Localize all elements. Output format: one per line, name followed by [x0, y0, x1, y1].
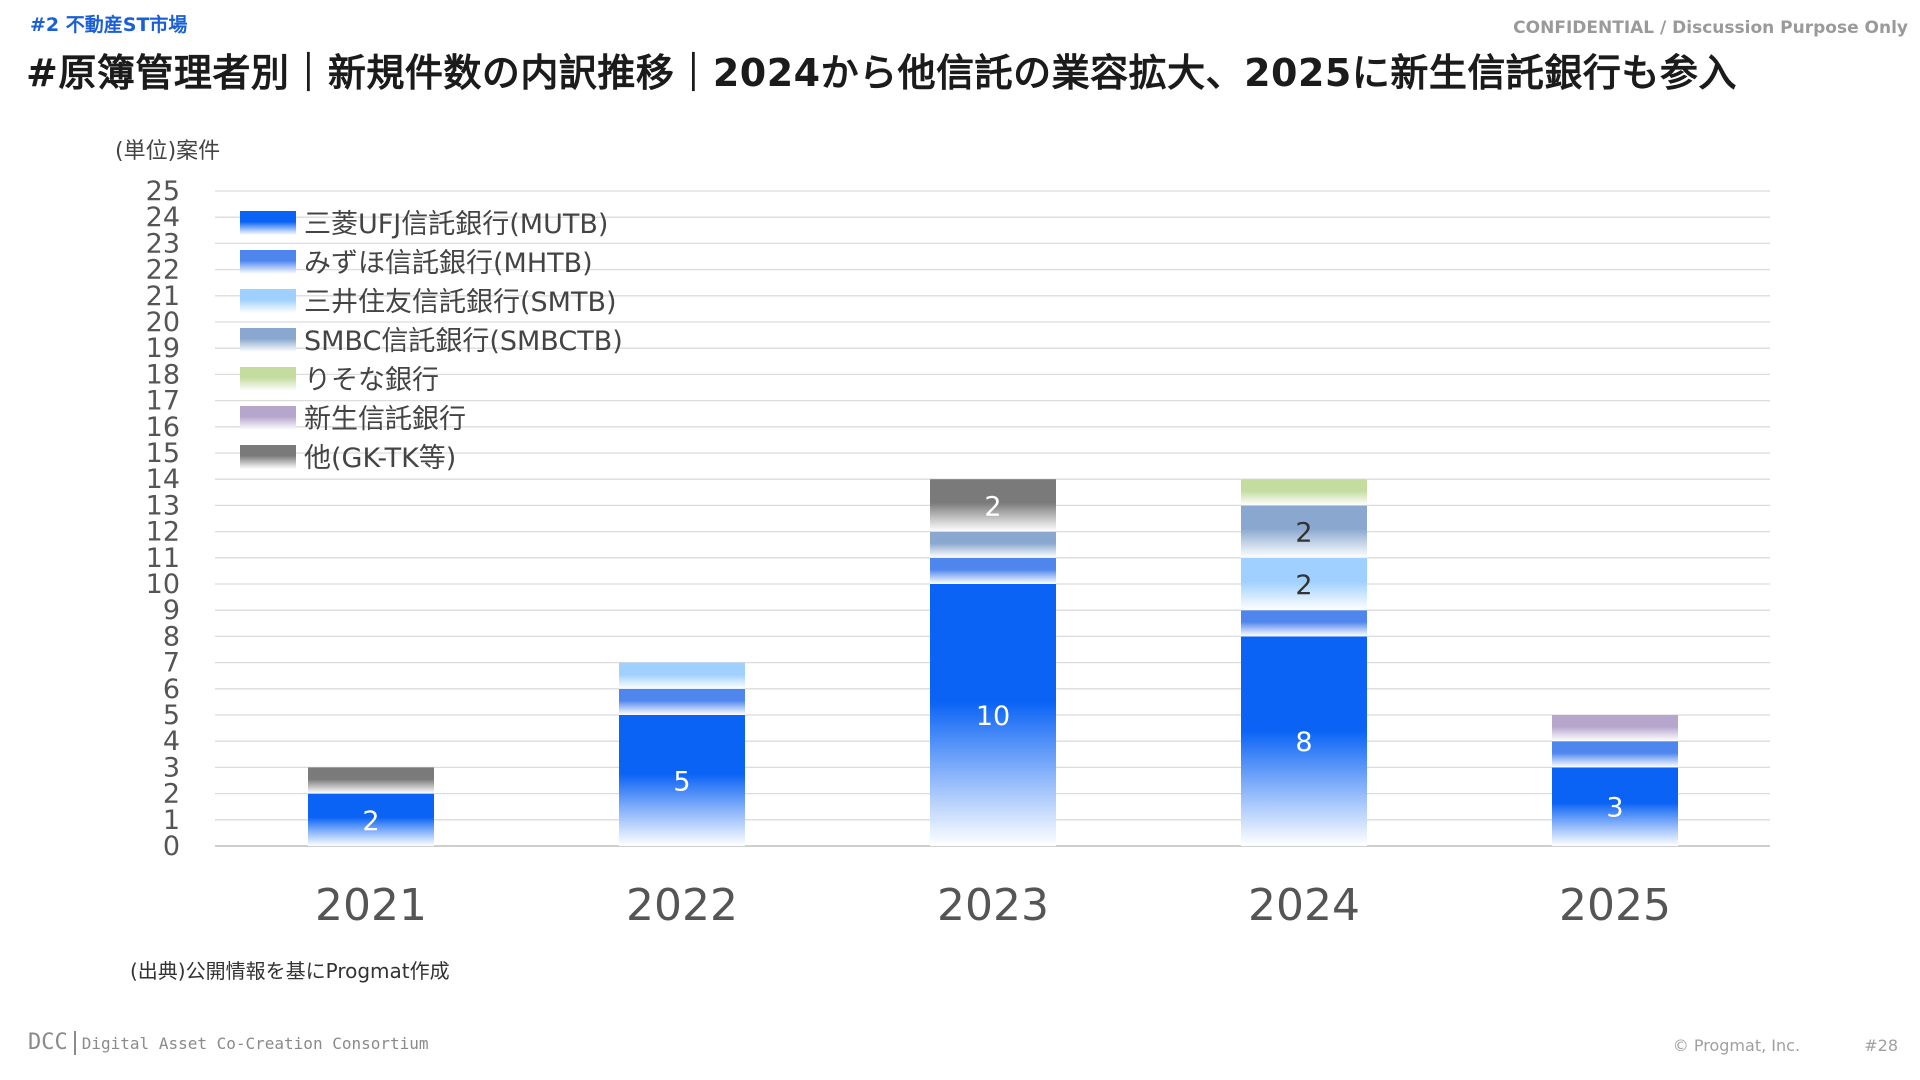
footer-logo-main: DCC: [28, 1030, 68, 1055]
bar-segment: [1241, 557, 1367, 611]
legend-swatch: [240, 406, 296, 430]
y-tick-label: 7: [163, 648, 180, 679]
footer-logo-subtitle: Digital Asset Co-Creation Consortium: [81, 1034, 429, 1053]
bar-segment: [1241, 610, 1367, 637]
y-tick-label: 1: [163, 805, 180, 836]
footer-logo: DCC Digital Asset Co-Creation Consortium: [28, 1030, 429, 1055]
bar-segment: [1552, 767, 1678, 846]
y-tick-label: 6: [163, 674, 180, 705]
data-label: 5: [673, 767, 690, 798]
data-label: 2: [1295, 570, 1312, 601]
legend-label: 三井住友信託銀行(SMTB): [304, 287, 617, 318]
legend-swatch: [240, 211, 296, 235]
legend-label: 他(GK-TK等): [304, 443, 456, 474]
bar-segment: [619, 662, 745, 689]
y-tick-label: 2: [163, 779, 180, 810]
bar-segment: [1241, 636, 1367, 846]
y-tick-label: 21: [146, 281, 180, 312]
bar-segment: [1241, 505, 1367, 558]
y-tick-label: 17: [146, 386, 180, 417]
legend-label: みずほ信託銀行(MHTB): [304, 248, 593, 279]
legend-label: りそな銀行: [304, 365, 439, 396]
confidential-label: CONFIDENTIAL / Discussion Purpose Only: [1513, 18, 1908, 38]
y-tick-label: 13: [146, 490, 180, 521]
x-tick-label: 2025: [1559, 880, 1671, 931]
data-label: 10: [976, 701, 1010, 732]
source-note: (出典)公開情報を基にProgmat作成: [130, 959, 450, 983]
x-tick-label: 2022: [626, 880, 738, 931]
legend-label: 新生信託銀行: [304, 404, 466, 435]
bar-segment: [930, 479, 1056, 532]
y-tick-label: 22: [146, 255, 180, 286]
legend-swatch: [240, 250, 296, 274]
x-tick-label: 2021: [315, 880, 427, 931]
bar-segment: [930, 584, 1056, 846]
y-tick-label: 15: [146, 438, 180, 469]
y-axis-unit-label: (単位)案件: [115, 139, 221, 164]
y-tick-label: 14: [146, 464, 180, 495]
y-tick-label: 24: [146, 202, 180, 233]
bar-segment: [308, 793, 434, 846]
data-label: 3: [1606, 793, 1623, 824]
legend-swatch: [240, 445, 296, 469]
legend-label: SMBC信託銀行(SMBCTB): [304, 326, 623, 357]
legend-swatch: [240, 367, 296, 391]
copyright-notice: © Progmat, Inc.: [1672, 1036, 1800, 1055]
data-label: 8: [1295, 727, 1312, 758]
y-tick-label: 18: [146, 359, 180, 390]
page-title: #原簿管理者別｜新規件数の内訳推移｜2024から他信託の業容拡大、2025に新生…: [26, 51, 1737, 95]
bar-segment: [1241, 479, 1367, 506]
y-tick-label: 5: [163, 700, 180, 731]
footer-logo-divider: [73, 1031, 76, 1055]
bar-segment: [930, 531, 1056, 558]
y-tick-label: 20: [146, 307, 180, 338]
y-tick-label: 11: [146, 543, 180, 574]
section-tag: #2 不動産ST市場: [30, 14, 188, 36]
y-tick-label: 0: [163, 831, 180, 862]
bar-segment: [619, 688, 745, 715]
data-label: 2: [1295, 518, 1312, 549]
bar-segment: [619, 715, 745, 846]
y-tick-label: 12: [146, 517, 180, 548]
legend-label: 三菱UFJ信託銀行(MUTB): [304, 209, 608, 240]
page-number: #28: [1864, 1036, 1898, 1055]
y-tick-label: 16: [146, 412, 180, 443]
bar-segment: [308, 767, 434, 794]
legend-swatch: [240, 328, 296, 352]
legend-swatch: [240, 289, 296, 313]
y-tick-label: 8: [163, 621, 180, 652]
data-label: 2: [362, 806, 379, 837]
y-tick-label: 3: [163, 752, 180, 783]
y-tick-label: 10: [146, 569, 180, 600]
y-tick-label: 25: [146, 176, 180, 207]
y-tick-label: 9: [163, 595, 180, 626]
data-label: 2: [984, 491, 1001, 522]
bar-segment: [1552, 741, 1678, 768]
bar-segment: [1552, 715, 1678, 742]
y-tick-label: 4: [163, 726, 180, 757]
bar-segment: [930, 557, 1056, 584]
x-tick-label: 2023: [937, 880, 1049, 931]
y-tick-label: 23: [146, 228, 180, 259]
y-tick-label: 19: [146, 333, 180, 364]
x-tick-label: 2024: [1248, 880, 1360, 931]
